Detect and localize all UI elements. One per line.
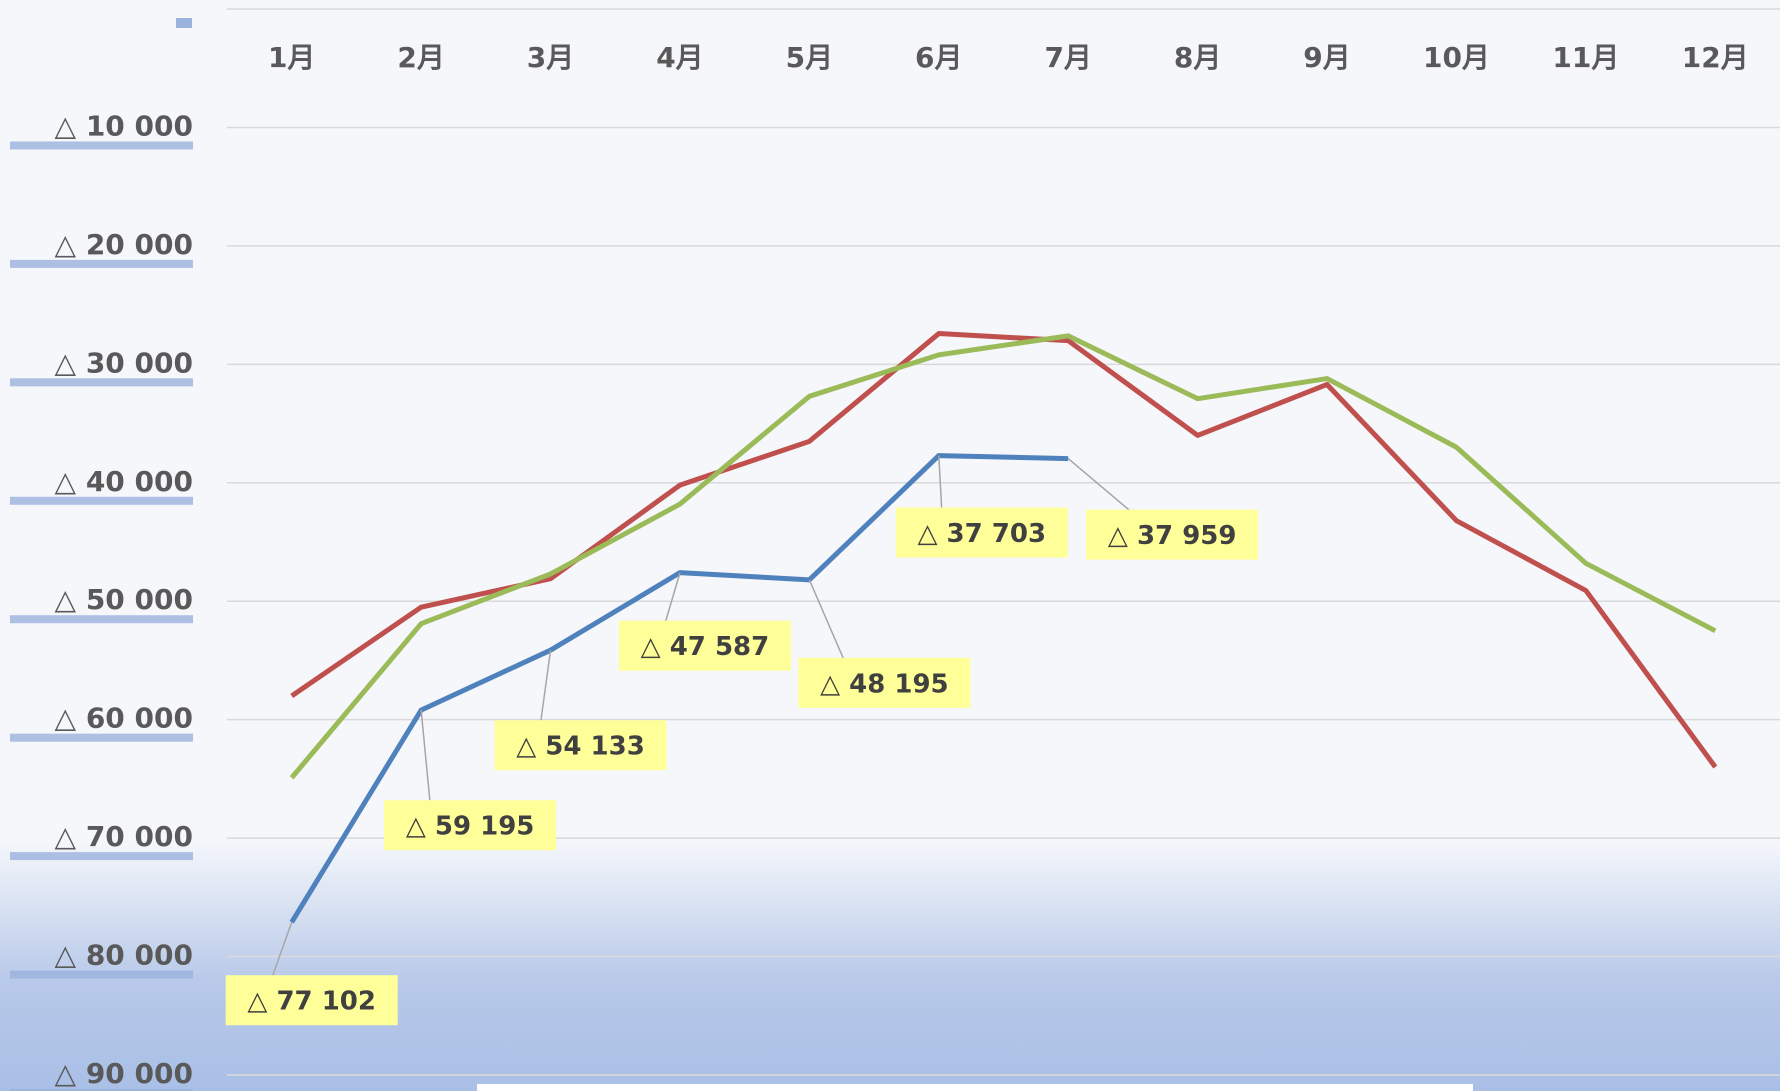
x-tick-label: 11月	[1552, 41, 1619, 74]
x-tick-label: 6月	[915, 41, 962, 74]
tick-label-underline	[10, 496, 193, 505]
tick-label-underline	[10, 141, 193, 150]
leader-line	[808, 579, 846, 662]
data-label-box	[384, 800, 557, 851]
tick-label-underline	[10, 259, 193, 268]
tick-label-underline	[10, 852, 193, 861]
y-tick-label: △ 30 000	[55, 346, 193, 379]
tick-label-underline	[10, 378, 193, 387]
axis-decoration	[176, 18, 192, 28]
leader-line	[539, 650, 552, 724]
data-label-box	[494, 720, 667, 771]
leader-line	[664, 572, 681, 624]
x-tick-label: 2月	[397, 41, 444, 74]
y-tick-label: △ 20 000	[55, 228, 193, 261]
data-label-box	[1086, 509, 1259, 560]
y-tick-label: △ 50 000	[55, 583, 193, 616]
y-tick-label: △ 10 000	[55, 109, 193, 142]
data-label-box	[225, 975, 398, 1026]
tick-label-underline	[10, 970, 193, 979]
x-tick-label: 4月	[656, 41, 703, 74]
leader-line	[420, 710, 431, 804]
y-tick-label: △ 80 000	[55, 939, 193, 972]
x-tick-label: 7月	[1044, 41, 1091, 74]
data-label: △ 48 195	[820, 669, 949, 699]
tick-label-underline	[10, 733, 193, 742]
x-tick-label: 1月	[268, 41, 315, 74]
leader-line	[938, 455, 943, 511]
data-label-box	[895, 507, 1068, 558]
x-tick-label: 3月	[527, 41, 574, 74]
data-label: △ 37 959	[1108, 521, 1237, 551]
data-label: △ 37 703	[918, 519, 1047, 549]
data-label: △ 47 587	[641, 632, 770, 662]
leader-line	[271, 921, 293, 979]
tick-label-underline	[10, 615, 193, 624]
y-tick-label: △ 40 000	[55, 465, 193, 498]
y-tick-label: △ 60 000	[55, 702, 193, 735]
series-line	[289, 333, 1717, 780]
x-tick-label: 9月	[1303, 41, 1350, 74]
tick-label-underline	[10, 1089, 193, 1091]
data-label-box	[618, 620, 791, 671]
x-tick-label: 8月	[1174, 41, 1221, 74]
x-tick-label: 10月	[1423, 41, 1490, 74]
data-label: △ 77 102	[247, 987, 376, 1017]
x-tick-label: 12月	[1682, 41, 1749, 74]
data-label: △ 59 195	[406, 812, 535, 842]
x-tick-label: 5月	[786, 41, 833, 74]
leader-line	[1067, 458, 1133, 514]
data-label: △ 54 133	[516, 732, 645, 762]
y-tick-label: △ 90 000	[55, 1057, 193, 1090]
bottom-bar	[477, 1084, 1473, 1091]
data-label-box	[798, 657, 971, 708]
y-tick-label: △ 70 000	[55, 820, 193, 853]
